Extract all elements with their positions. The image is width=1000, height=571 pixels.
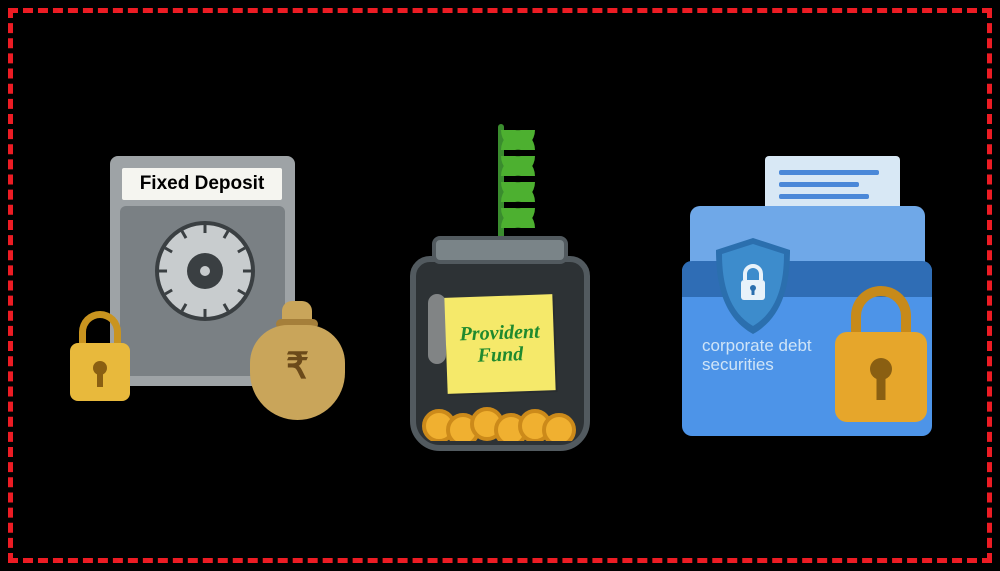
jar-icon: Provident Fund: [410, 236, 590, 451]
safe-label-plate: Fixed Deposit: [122, 168, 282, 200]
moneybag-icon: ₹: [250, 301, 345, 421]
content-row: Fixed Deposit: [0, 0, 1000, 571]
rupee-symbol: ₹: [250, 345, 345, 387]
item-provident-fund: Provident Fund: [360, 126, 640, 446]
infographic-frame: Fixed Deposit: [0, 0, 1000, 571]
provident-fund-label: Provident Fund: [445, 320, 554, 368]
sticky-note: Provident Fund: [444, 294, 555, 394]
corporate-debt-label: corporate debt securities: [702, 336, 842, 375]
safe-dial: [155, 221, 255, 321]
plant-icon: [490, 124, 510, 254]
item-corporate-debt: corporate debt securities: [660, 126, 940, 446]
coins-icon: [420, 401, 580, 441]
item-fixed-deposit: Fixed Deposit: [60, 126, 340, 446]
shield-icon: [710, 236, 796, 336]
fixed-deposit-label: Fixed Deposit: [140, 173, 265, 195]
